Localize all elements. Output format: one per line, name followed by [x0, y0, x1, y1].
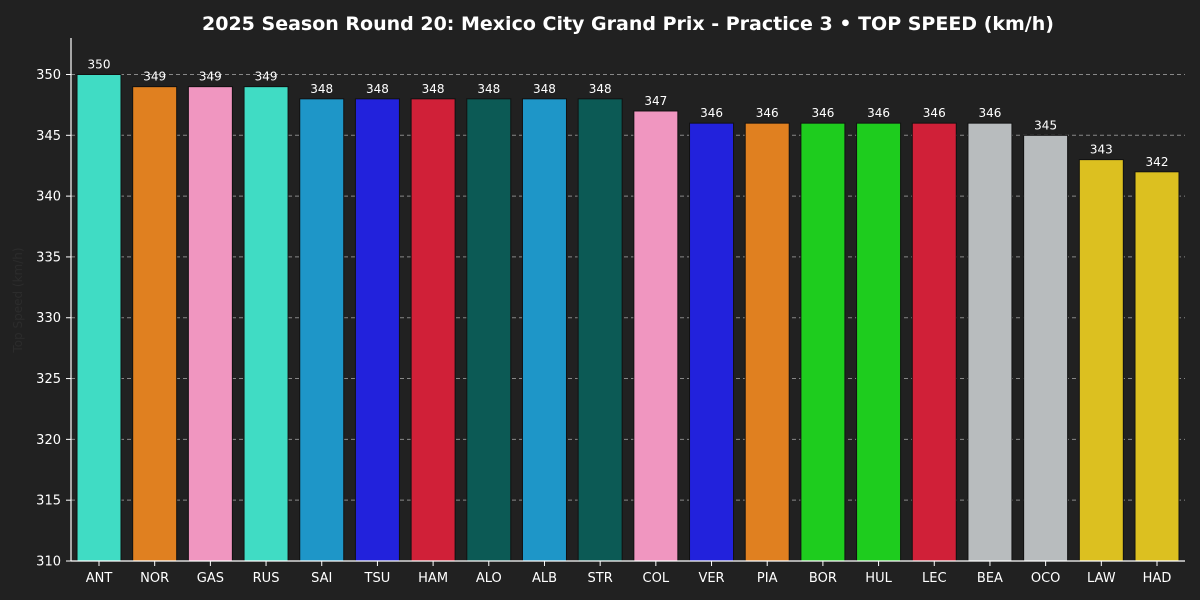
bar-pia [744, 122, 790, 562]
y-tick-label: 330 [36, 311, 61, 326]
bar-lec [911, 122, 957, 562]
value-label: 342 [1146, 155, 1169, 169]
y-tick-label: 315 [36, 494, 61, 509]
bar-alb [521, 98, 567, 562]
x-tick-label: ALB [532, 571, 557, 586]
bar-tsu [354, 98, 400, 562]
bar-oco [1023, 134, 1069, 562]
value-label: 346 [978, 106, 1001, 120]
x-tick-label: HUL [865, 571, 892, 586]
y-axis-label: Top Speed (km/h) [11, 247, 25, 353]
x-tick-label: SAI [311, 571, 332, 586]
x-tick-label: ANT [86, 571, 113, 586]
x-tick-label: RUS [253, 571, 280, 586]
y-tick-label: 325 [36, 372, 61, 387]
chart-title: 2025 Season Round 20: Mexico City Grand … [202, 13, 1054, 35]
x-tick-label: COL [643, 571, 670, 586]
x-tick-label: OCO [1031, 571, 1061, 586]
y-tick-label: 345 [36, 129, 61, 144]
x-tick-label: HAM [418, 571, 448, 586]
value-label: 343 [1090, 143, 1113, 157]
bar-col [633, 110, 679, 562]
value-label: 350 [88, 57, 111, 71]
value-label: 348 [533, 82, 556, 96]
value-label: 349 [199, 70, 222, 84]
axes: 310 315 320 325 330 335 340 345 350 ANT NOR GAS RUS S… [36, 38, 1185, 586]
y-tick-label: 335 [36, 250, 61, 265]
x-tick-label: BOR [809, 571, 837, 586]
value-label: 346 [756, 106, 779, 120]
value-label: 348 [366, 82, 389, 96]
x-tick-label: TSU [364, 571, 391, 586]
bar-hul [856, 122, 902, 562]
x-tick-label: GAS [197, 571, 224, 586]
x-tick-label: PIA [757, 571, 778, 586]
value-label: 346 [811, 106, 834, 120]
x-tick-label: ALO [476, 571, 502, 586]
value-label: 349 [255, 70, 278, 84]
x-tick-label: LEC [922, 571, 947, 586]
bar-sai [299, 98, 345, 562]
bar-law [1078, 159, 1124, 562]
value-label: 348 [310, 82, 333, 96]
bar-bor [800, 122, 846, 562]
value-label: 345 [1034, 118, 1057, 132]
value-label: 346 [923, 106, 946, 120]
y-tick-label: 310 [36, 555, 61, 570]
x-tick-label: VER [698, 571, 724, 586]
value-label: 348 [477, 82, 500, 96]
grid-lines [71, 73, 1185, 501]
x-tick-label: BEA [977, 571, 1003, 586]
bar-rus [243, 86, 289, 562]
x-tick-label: HAD [1143, 571, 1172, 586]
bar-gas [187, 86, 233, 562]
bar-ver [689, 122, 735, 562]
bars [76, 73, 1180, 562]
bar-str [577, 98, 623, 562]
value-label: 347 [644, 94, 667, 108]
x-tick-label: STR [588, 571, 613, 586]
value-labels: 350 349 349 349 348 348 348 348 348 348 347 346 346 3… [88, 57, 1169, 168]
y-tick-label: 320 [36, 433, 61, 448]
x-tick-label: NOR [140, 571, 169, 586]
y-tick-label: 350 [36, 68, 61, 83]
bar-bea [967, 122, 1013, 562]
bar-ant [76, 73, 122, 562]
value-label: 346 [700, 106, 723, 120]
value-label: 349 [143, 70, 166, 84]
x-tick-label: LAW [1087, 571, 1116, 586]
bar-alo [466, 98, 512, 562]
bar-had [1134, 171, 1180, 562]
value-label: 348 [589, 82, 612, 96]
value-label: 346 [867, 106, 890, 120]
y-tick-label: 340 [36, 190, 61, 205]
bar-nor [132, 86, 178, 562]
value-label: 348 [422, 82, 445, 96]
bar-ham [410, 98, 456, 562]
